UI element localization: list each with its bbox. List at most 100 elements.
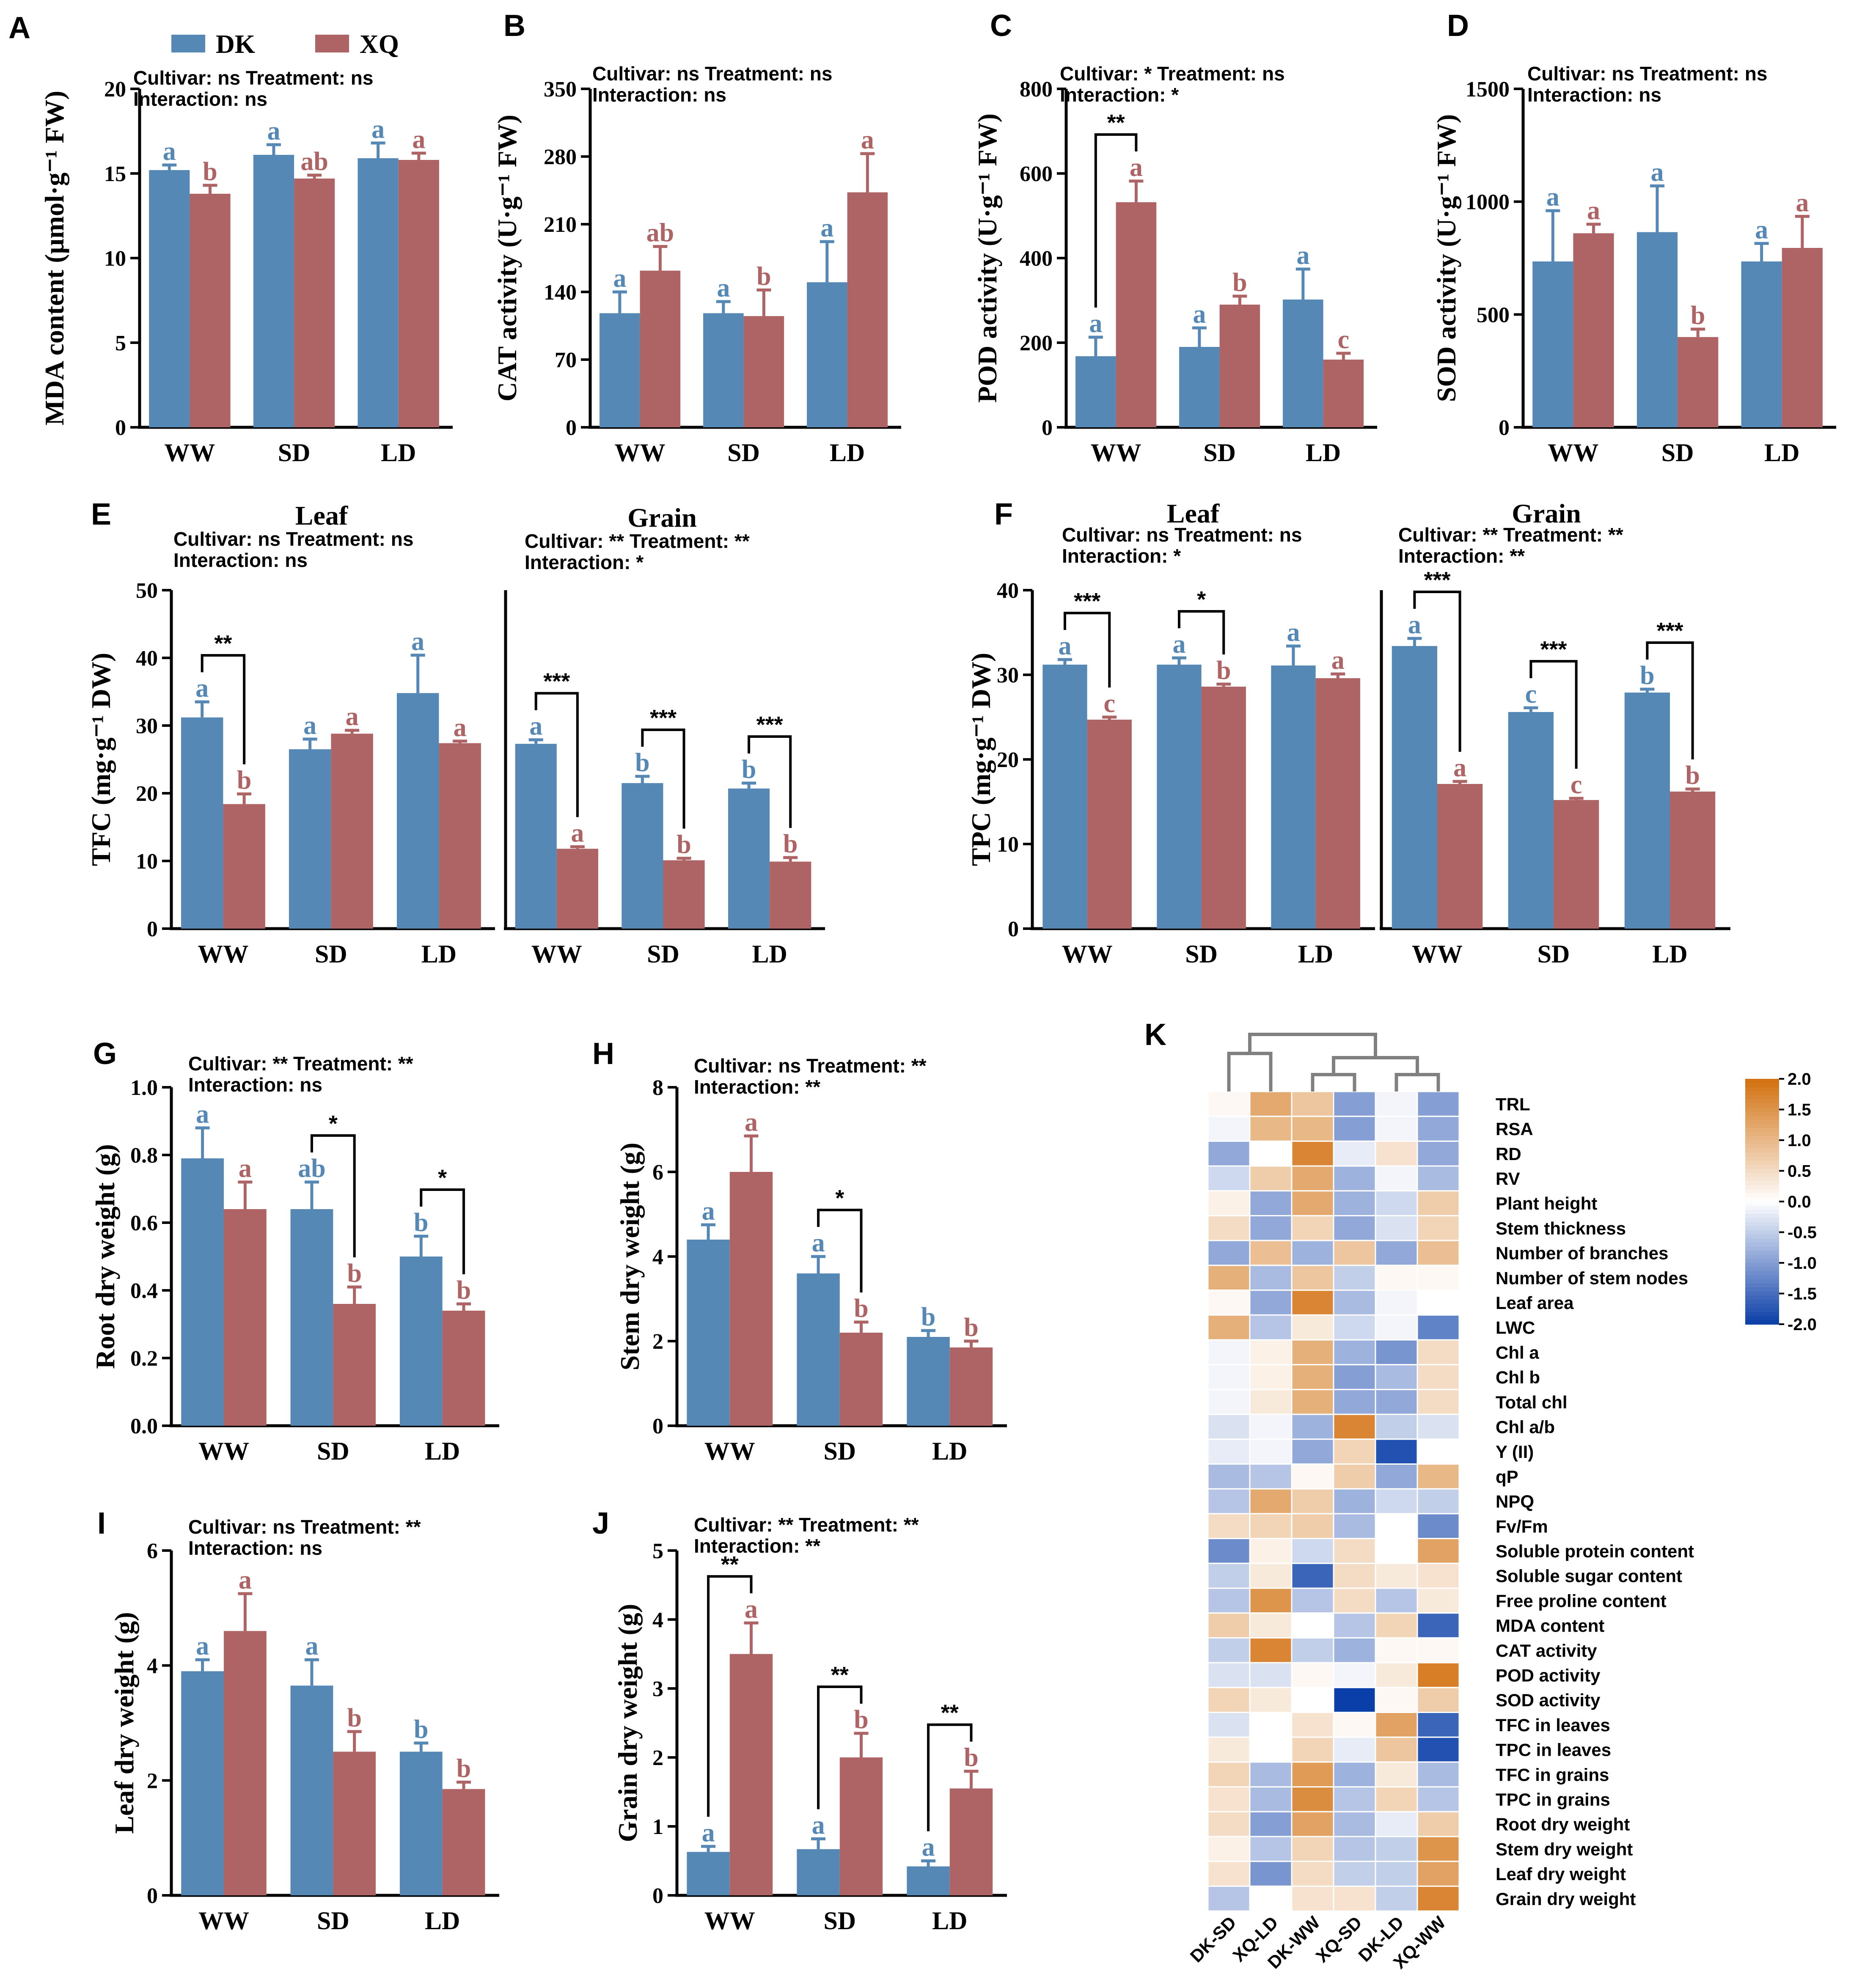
heatmap-cell <box>1249 1240 1293 1266</box>
y-tick-label: 0.2 <box>130 1347 158 1371</box>
heatmap-cell <box>1333 1413 1376 1440</box>
sig-letter: a <box>454 713 467 742</box>
sig-letter: b <box>783 830 798 858</box>
heatmap-cell <box>1333 1215 1376 1241</box>
colorbar-segment <box>1745 1148 1779 1153</box>
sig-letter: a <box>1193 300 1206 329</box>
bar-dk-ww <box>687 1240 730 1426</box>
bar-xq-ld <box>1315 678 1360 929</box>
stat-annotation: Cultivar: ns Treatment: ns <box>133 67 373 89</box>
y-tick-label: 0.0 <box>130 1414 158 1438</box>
colorbar-segment <box>1745 1275 1779 1280</box>
y-tick-label: 0 <box>1042 416 1053 440</box>
sig-letter: a <box>613 264 626 293</box>
heatmap-cell <box>1416 1265 1460 1291</box>
sig-letter: ab <box>300 147 328 176</box>
bar-dk-ww <box>1392 646 1437 929</box>
sig-letter: a <box>1287 618 1300 647</box>
bar-dk-ld <box>1624 693 1670 929</box>
sig-letter: b <box>1216 656 1231 685</box>
heatmap-cell <box>1333 1339 1376 1366</box>
heatmap-cell <box>1249 1587 1293 1614</box>
bar-xq-ww <box>640 270 681 427</box>
heatmap-cell <box>1375 1587 1418 1614</box>
panel-letter: I <box>97 1507 106 1540</box>
heatmap-row-label: Fv/Fm <box>1496 1516 1548 1536</box>
heatmap-cell <box>1375 1786 1418 1812</box>
heatmap-cell <box>1291 1712 1334 1738</box>
heatmap-cell <box>1249 1413 1293 1440</box>
heatmap-cell <box>1333 1091 1376 1117</box>
heatmap-cell <box>1207 1687 1251 1713</box>
sig-letter: a <box>195 674 209 703</box>
heatmap-cell <box>1207 1488 1251 1515</box>
sig-stars: *** <box>756 712 783 737</box>
colorbar-segment <box>1745 1295 1779 1300</box>
heatmap-cell <box>1249 1736 1293 1763</box>
heatmap-cell <box>1207 1861 1251 1887</box>
x-tick-label: SD <box>823 1907 856 1935</box>
heatmap-cell <box>1207 1562 1251 1589</box>
panel-letter: E <box>91 498 111 531</box>
colorbar-segment <box>1745 1095 1779 1100</box>
sig-stars: *** <box>650 705 677 731</box>
heatmap-cell <box>1416 1761 1460 1788</box>
colorbar-segment <box>1745 1251 1779 1255</box>
y-tick-label: 0 <box>652 1884 663 1908</box>
sig-stars: ** <box>721 1552 739 1577</box>
heatmap-row-label: Root dry weight <box>1496 1815 1630 1834</box>
stat-annotation: Interaction: ** <box>694 1535 820 1557</box>
heatmap-cell <box>1416 1612 1460 1639</box>
sig-letter: a <box>1408 610 1421 639</box>
heatmap-cell <box>1207 1612 1251 1639</box>
colorbar-tick-label: -1.0 <box>1788 1254 1817 1273</box>
heatmap-cell <box>1291 1091 1334 1117</box>
bar-dk-ww <box>687 1852 730 1895</box>
colorbar-segment <box>1745 1267 1779 1272</box>
sig-letter: c <box>1338 325 1350 354</box>
y-tick-label: 0 <box>1008 917 1019 941</box>
bar-xq-sd <box>1219 305 1260 427</box>
x-tick-label: WW <box>1412 940 1463 968</box>
colorbar-segment <box>1745 1279 1779 1284</box>
sig-letter: a <box>305 1632 318 1661</box>
heatmap-cell <box>1207 1885 1251 1912</box>
y-tick-label: 1 <box>652 1815 663 1839</box>
heatmap-cell <box>1249 1116 1293 1142</box>
bar-xq-ww <box>556 849 598 929</box>
heatmap-cell <box>1416 1885 1460 1912</box>
y-tick-label: 200 <box>1020 331 1053 355</box>
heatmap-cell <box>1207 1513 1251 1540</box>
sig-letter: b <box>457 1276 471 1305</box>
y-tick-label: 20 <box>104 77 126 102</box>
colorbar-segment <box>1745 1165 1779 1169</box>
y-tick-label: 0.6 <box>130 1211 158 1235</box>
heatmap-row-label: Chl b <box>1496 1367 1540 1387</box>
dendrogram <box>1227 1033 1440 1092</box>
x-tick-label: LD <box>381 439 416 467</box>
heatmap-cell <box>1207 1290 1251 1316</box>
bar-dk-ld <box>807 282 847 427</box>
stat-annotation: Cultivar: ns Treatment: ** <box>694 1055 927 1077</box>
colorbar-segment <box>1745 1193 1779 1198</box>
panel-subtitle: Grain <box>627 503 697 533</box>
legend: DK XQ <box>171 30 399 59</box>
heatmap-row-label: LWC <box>1496 1318 1535 1338</box>
bar-xq-sd <box>333 1304 376 1426</box>
colorbar-segment <box>1745 1099 1779 1104</box>
y-axis-label: POD activity (U·g⁻¹ FW) <box>972 113 1002 403</box>
heatmap-cell <box>1416 1463 1460 1490</box>
heatmap-cell <box>1333 1438 1376 1465</box>
sig-letter: c <box>1570 770 1582 799</box>
heatmap-cell <box>1291 1587 1334 1614</box>
bar-dk-ww <box>515 744 557 929</box>
bar-xq-sd <box>333 1752 376 1895</box>
bar-xq-ww <box>1087 720 1132 929</box>
bar-xq-ww <box>1116 202 1157 427</box>
stat-annotation: Cultivar: ns Treatment: ns <box>173 528 413 550</box>
heatmap-cell <box>1333 1190 1376 1217</box>
heatmap-row-label: RSA <box>1496 1119 1533 1139</box>
y-tick-label: 350 <box>544 77 577 102</box>
x-tick-label: SD <box>315 940 347 968</box>
